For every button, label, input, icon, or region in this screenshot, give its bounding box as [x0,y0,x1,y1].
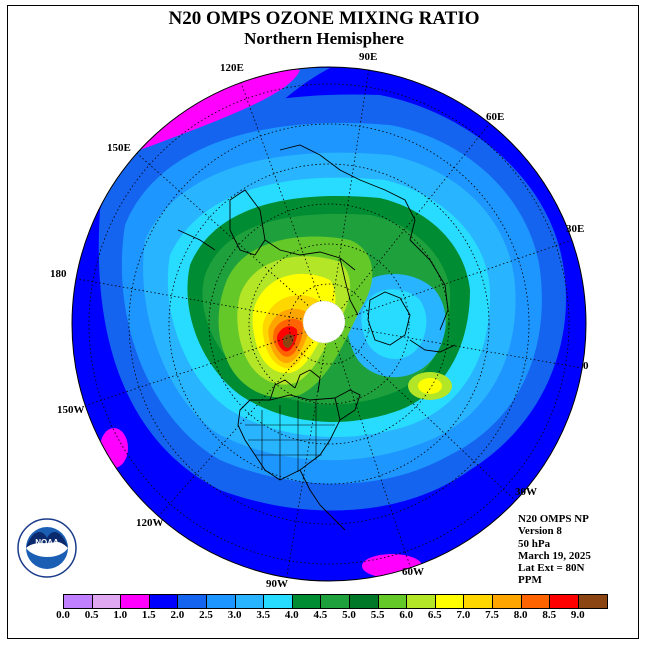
colorbar-swatch [292,595,322,608]
colorbar-swatch [264,595,293,608]
lon-label-120w: 120W [136,517,164,529]
colorbar-tick-label: 0.0 [56,609,70,621]
colorbar-tick-label: 0.5 [84,609,99,621]
graticule [72,67,583,581]
colorbar-tick-label: 3.5 [256,609,271,621]
map-title: N20 OMPS OZONE MIXING RATIO [168,8,480,29]
product-info: N20 OMPS NP Version 8 50 hPa March 19, 2… [518,513,591,587]
info-lat-extent: Lat Ext = 80N [518,562,585,575]
colorbar-tick-label: 3.0 [227,609,242,621]
colorbar-tick-label: 8.5 [542,609,557,621]
colorbar-tick-label: 4.5 [313,609,328,621]
lon-label-60e: 60E [486,111,505,123]
lon-label-90e: 90E [359,51,378,63]
colorbar-swatch [235,595,265,608]
colorbar-tick-label: 7.5 [485,609,499,621]
colorbar-swatch [378,595,408,608]
colorbar [63,594,609,609]
lon-label-60w: 60W [402,566,424,578]
colorbar-swatch [464,595,493,608]
logo-text: NOAA [35,538,59,547]
colorbar-swatch [349,595,379,608]
colorbar-swatch [321,595,350,608]
lon-label-180: 180 [50,268,67,280]
colorbar-tick-label: 2.5 [199,609,213,621]
colorbar-tick-label: 7.0 [456,609,471,621]
lon-label-120e: 120E [220,62,244,74]
colorbar-swatch [121,595,150,608]
colorbar-swatch [578,595,608,608]
lon-label-30w: 30W [515,486,537,498]
colorbar-swatch [492,595,522,608]
info-version: Version 8 [518,525,562,538]
colorbar-swatch [435,595,465,608]
colorbar-tick-label: 2.0 [170,609,185,621]
colorbar-ticks: 0.0 0.5 1.0 1.5 2.0 2.5 3.0 3.5 4.0 4.5 5.0 5.5 6.0 6… [0,609,648,623]
colorbar-swatch [407,595,436,608]
colorbar-swatch [178,595,207,608]
colorbar-swatch [206,595,236,608]
lon-label-150e: 150E [107,142,131,154]
coastlines [177,144,456,531]
polar-data-gap [302,300,346,344]
colorbar-swatch [550,595,579,608]
colorbar-swatch [64,595,93,608]
colorbar-tick-label: 6.0 [399,609,414,621]
lon-label-30e: 30E [566,223,585,235]
figure-frame [7,5,639,639]
colorbar-swatch [92,595,122,608]
info-product: N20 OMPS NP [518,513,589,525]
state-borders [245,400,335,480]
colorbar-tick-label: 6.5 [427,609,442,621]
colorbar-tick-label: 4.0 [284,609,299,621]
colorbar-tick-label: 8.0 [513,609,528,621]
lon-label-0: 0 [583,360,589,372]
colorbar-tick-label: 1.0 [113,609,128,621]
colorbar-swatch [521,595,551,608]
colorbar-tick-label: 9.0 [570,609,585,621]
colorbar-tick-label: 5.0 [342,609,356,621]
contour-9.0 [283,334,294,348]
map-subtitle: Northern Hemisphere [244,29,404,48]
info-level: 50 hPa [518,537,551,550]
info-units: PPM [518,574,542,587]
lon-label-90w: 90W [266,578,288,590]
colorbar-swatch [149,595,179,608]
colorbar-tick-label: 1.5 [141,609,156,621]
info-date: March 19, 2025 [518,549,591,562]
lon-label-150w: 150W [57,404,85,416]
noaa-logo: NOAA [17,518,77,578]
colorbar-tick-label: 5.5 [370,609,385,621]
map-border [71,66,587,582]
